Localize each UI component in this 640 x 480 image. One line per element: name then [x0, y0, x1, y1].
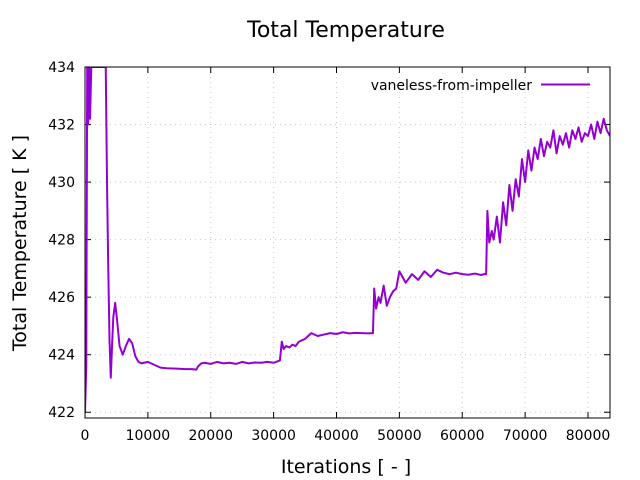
x-tick-label: 40000 [314, 428, 359, 444]
y-tick-label: 422 [48, 405, 75, 421]
y-tick-label: 432 [48, 118, 75, 134]
legend-label: vaneless-from-impeller [371, 78, 533, 94]
y-tick-label: 434 [48, 60, 75, 76]
y-tick-label: 424 [48, 348, 75, 364]
x-tick-label: 50000 [377, 428, 422, 444]
x-tick-label: 20000 [188, 428, 233, 444]
x-tick-label: 70000 [503, 428, 548, 444]
x-tick-label: 0 [81, 428, 90, 444]
x-tick-label: 10000 [126, 428, 171, 444]
y-axis-label: Total Temperature [ K ] [9, 135, 31, 352]
axis-ticks: 0 10000 20000 30000 40000 50000 60000 70000 8000… [48, 60, 610, 444]
chart-title: Total Temperature [246, 18, 445, 43]
x-tick-label: 80000 [566, 428, 611, 444]
series-layer [85, 67, 610, 413]
plot-border [84, 66, 611, 419]
x-tick-label: 60000 [440, 428, 485, 444]
series-line-vaneless-from-impeller [85, 67, 610, 413]
x-tick-label: 30000 [251, 428, 296, 444]
legend: vaneless-from-impeller [371, 78, 590, 94]
y-tick-label: 428 [48, 233, 75, 249]
y-tick-label: 430 [48, 175, 75, 191]
y-tick-label: 426 [48, 290, 75, 306]
x-axis-label: Iterations [ - ] [281, 456, 411, 478]
grid-lines [85, 67, 610, 418]
